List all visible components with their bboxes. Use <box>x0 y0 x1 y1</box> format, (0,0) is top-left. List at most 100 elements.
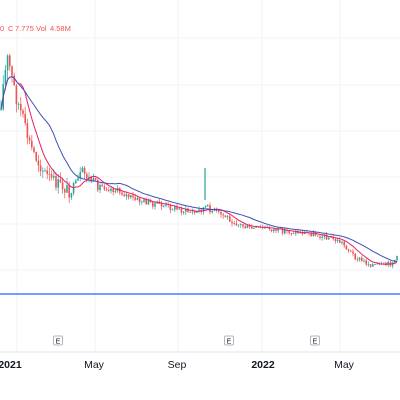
candle-body <box>46 170 48 175</box>
candle-body <box>367 264 370 266</box>
candle-body <box>235 223 238 226</box>
candle-body <box>182 211 185 213</box>
candle-body <box>22 110 24 114</box>
candle-body <box>189 211 191 213</box>
candle-body <box>105 189 108 191</box>
candle-body <box>356 259 359 261</box>
candle-body <box>301 231 304 235</box>
candle-body <box>163 205 165 207</box>
candle-body <box>112 188 114 193</box>
candle-body <box>61 182 64 190</box>
candle-body <box>264 227 266 229</box>
candle-body <box>174 206 176 210</box>
candle-body <box>13 75 15 86</box>
candle-body <box>94 178 97 181</box>
candle-body <box>365 260 367 265</box>
candle-body <box>354 253 356 260</box>
x-tick-label: May <box>84 359 105 371</box>
candle-body <box>275 229 277 231</box>
candle-body <box>361 257 363 261</box>
candle-body <box>374 264 376 265</box>
volume-label: Vol <box>36 24 47 33</box>
candle-body <box>99 184 101 191</box>
volume-value: 4.58M <box>50 24 71 33</box>
candle-body <box>101 184 103 187</box>
candle-body <box>48 174 51 175</box>
candle-body <box>255 226 257 228</box>
candle-body <box>240 224 242 225</box>
candle-body <box>70 193 73 198</box>
candle-body <box>244 226 246 229</box>
candle-body <box>191 211 194 213</box>
candle-body <box>20 103 22 111</box>
candle-body <box>292 233 295 234</box>
candle-body <box>180 208 183 213</box>
candle-body <box>55 176 57 188</box>
candle-body <box>169 204 172 210</box>
candle-body <box>90 176 92 182</box>
candle-body <box>26 123 29 139</box>
candle-body <box>196 210 198 213</box>
candle-body <box>116 188 119 192</box>
close-value: 7.775 <box>15 24 34 33</box>
candle-body <box>108 189 110 191</box>
candle-body <box>358 257 361 260</box>
candle-body <box>121 192 123 195</box>
moving-average-short-line <box>0 76 398 265</box>
candle-body <box>369 264 372 267</box>
candle-body <box>92 178 95 182</box>
candle-body <box>138 198 141 203</box>
candle-body <box>310 233 312 237</box>
candle-body <box>17 103 20 105</box>
candle-body <box>277 228 279 231</box>
candle-body <box>383 262 385 264</box>
candle-body <box>66 185 68 193</box>
candle-body <box>152 202 154 207</box>
candle-body <box>224 215 227 218</box>
candle-body <box>328 237 330 240</box>
candle-body <box>332 236 334 240</box>
x-tick-label: 2022 <box>251 359 275 371</box>
candle-body <box>50 174 53 178</box>
candle-body <box>268 227 271 230</box>
candle-body <box>290 233 293 234</box>
candle-body <box>220 211 222 215</box>
candle-body <box>273 229 275 232</box>
candle-body <box>372 264 374 267</box>
candle-body <box>226 216 229 218</box>
x-tick-label: 2021 <box>0 359 22 371</box>
candle-body <box>130 195 132 198</box>
x-tick-label: May <box>334 359 355 371</box>
earnings-marker[interactable] <box>53 335 63 346</box>
candle-body <box>143 199 145 202</box>
candle-body <box>270 229 273 232</box>
candle-body <box>246 225 249 229</box>
candle-body <box>0 109 2 111</box>
candle-body <box>42 170 44 172</box>
candle-body <box>39 165 42 172</box>
candle-body <box>123 194 125 197</box>
close-label: C <box>8 24 14 33</box>
candle-body <box>341 241 343 243</box>
candle-body <box>178 208 180 210</box>
candle-body <box>15 85 18 105</box>
candle-body <box>81 167 84 173</box>
candle-body <box>136 198 139 200</box>
candle-body <box>319 236 321 238</box>
candle-body <box>233 223 235 225</box>
earnings-marker[interactable] <box>310 335 320 346</box>
candle-body <box>64 189 66 193</box>
candle-body <box>127 194 130 198</box>
candle-body <box>79 172 81 179</box>
candle-body <box>147 200 150 205</box>
legend-header: 0 C 7.775 Vol 4.58M <box>0 24 71 33</box>
candle-body <box>31 140 33 148</box>
candle-body <box>132 195 134 198</box>
candle-body <box>325 234 328 240</box>
candle-body <box>97 180 99 191</box>
earnings-marker[interactable] <box>224 335 234 346</box>
candle-body <box>321 236 323 238</box>
candle-body <box>193 211 196 213</box>
candle-body <box>4 69 7 85</box>
